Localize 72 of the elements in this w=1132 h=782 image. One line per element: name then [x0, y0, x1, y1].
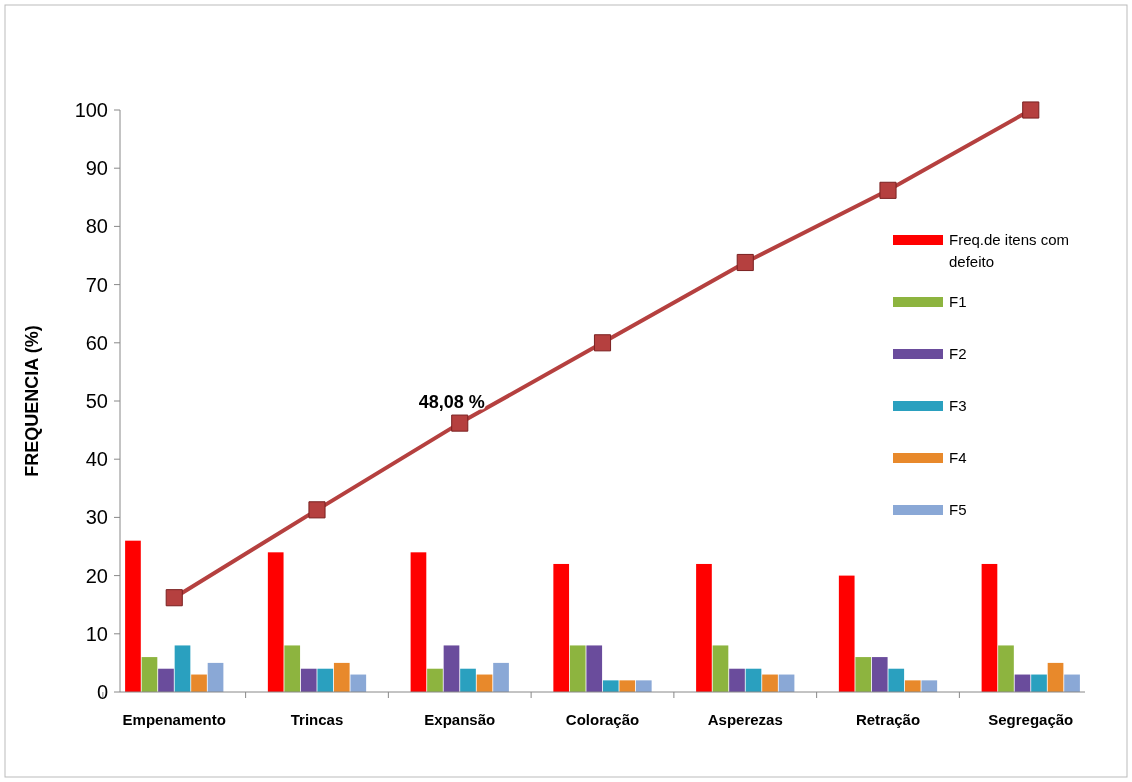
bar	[141, 657, 158, 692]
x-tick-label: Asperezas	[707, 711, 783, 728]
legend-label: F4	[949, 449, 967, 466]
point	[451, 414, 469, 432]
bar	[427, 668, 443, 692]
bar	[871, 657, 888, 692]
y-tick-label: 70	[85, 273, 108, 296]
bar	[317, 668, 334, 692]
bar	[838, 575, 855, 692]
bar	[350, 674, 367, 692]
y-tick-label: 0	[96, 681, 108, 703]
point	[879, 181, 897, 199]
x-tick-label: Coloração	[565, 711, 640, 728]
x-tick-label: Trincas	[290, 711, 344, 728]
y-tick-label: 30	[85, 506, 108, 529]
legend-label: Freq.de itens com defeito	[949, 231, 1070, 270]
bar	[207, 662, 224, 692]
bar	[460, 668, 476, 692]
bar	[904, 680, 921, 692]
bar	[300, 668, 317, 692]
legend-label: F2	[949, 345, 967, 362]
y-tick-label: 80	[85, 215, 108, 238]
bar	[267, 552, 284, 692]
y-tick-label: 40	[85, 448, 108, 471]
point	[1022, 101, 1040, 119]
bar	[619, 680, 636, 692]
bar	[569, 645, 586, 692]
bar	[921, 680, 938, 692]
y-axis-title: FREQUENCIA (%)	[22, 325, 42, 477]
bar	[443, 645, 460, 692]
bar	[888, 668, 905, 692]
point	[593, 334, 612, 352]
point	[736, 253, 754, 272]
bar	[1064, 674, 1080, 692]
x-tick-label: Segregação	[988, 711, 1074, 728]
point	[165, 589, 183, 607]
bar	[635, 680, 652, 692]
bar	[981, 563, 998, 692]
bar	[1031, 674, 1047, 692]
y-tick-label: 60	[85, 331, 108, 354]
legend-label: F1	[949, 293, 967, 310]
bar	[696, 563, 712, 692]
bar	[410, 552, 427, 692]
x-tick-label: Retração	[855, 711, 921, 728]
bar	[712, 645, 729, 692]
bar	[284, 645, 301, 692]
bar	[855, 657, 872, 692]
bar	[745, 668, 762, 692]
bar	[998, 645, 1014, 692]
bar	[586, 645, 603, 692]
y-tick-label: 100	[74, 99, 108, 121]
x-tick-label: Expansão	[424, 711, 496, 728]
bar	[762, 674, 778, 692]
y-tick-label: 10	[85, 622, 108, 645]
bar	[602, 680, 619, 692]
bar	[333, 662, 350, 692]
bar	[125, 540, 141, 692]
bar	[493, 662, 509, 692]
y-tick-label: 20	[85, 564, 108, 587]
bar	[174, 645, 191, 692]
bar	[191, 674, 207, 692]
annotation: 48,08 %	[418, 392, 485, 413]
bar	[553, 563, 570, 692]
y-tick-label: 50	[85, 390, 108, 412]
point	[308, 501, 326, 519]
legend-label: F3	[949, 397, 967, 414]
bar	[1047, 662, 1064, 692]
legend-label: F5	[949, 501, 967, 518]
bar	[158, 668, 174, 692]
bar	[729, 668, 745, 692]
x-tick-label: Empenamento	[122, 711, 226, 728]
y-tick-label: 90	[85, 157, 108, 180]
